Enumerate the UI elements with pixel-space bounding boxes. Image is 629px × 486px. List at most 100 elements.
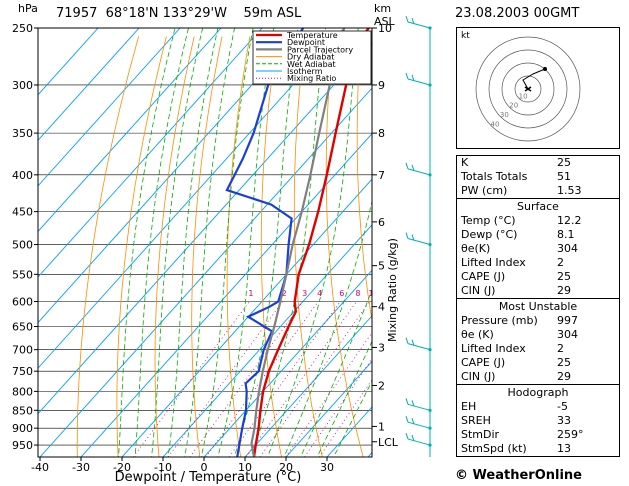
profile-point bbox=[287, 325, 290, 328]
profile-point bbox=[309, 174, 312, 176]
km-tick-label: 9 bbox=[378, 79, 385, 92]
km-tick-label: 6 bbox=[378, 216, 385, 229]
table-row: StmSpd (kt) 13 bbox=[457, 442, 619, 456]
wind-barb bbox=[407, 421, 431, 429]
row-value: 12.2 bbox=[557, 214, 582, 227]
mixing-ratio-label: 4 bbox=[317, 289, 322, 298]
profile-point bbox=[318, 132, 320, 134]
profile-point bbox=[259, 409, 262, 412]
temp-tick-label: 0 bbox=[201, 461, 208, 474]
wind-barb-dot bbox=[428, 26, 432, 30]
row-value: 25 bbox=[557, 156, 571, 169]
row-label: CIN (J) bbox=[461, 284, 496, 297]
table-row: PW (cm) 1.53 bbox=[457, 184, 619, 198]
row-label: Lifted Index bbox=[461, 342, 526, 355]
profile-point bbox=[293, 300, 296, 303]
wind-barb-flag bbox=[411, 400, 415, 407]
profile-point bbox=[285, 273, 288, 276]
table-row: StmDir 259° bbox=[457, 428, 619, 442]
km-tick-label: LCL bbox=[378, 436, 399, 449]
mixing-ratio-label: 8 bbox=[355, 289, 360, 298]
hodograph-ring bbox=[501, 62, 555, 116]
profile-point bbox=[250, 442, 253, 445]
row-label: Dewp (°C) bbox=[461, 228, 518, 241]
mixing-ratio-label: 3 bbox=[302, 289, 307, 298]
row-label: Totals Totals bbox=[461, 170, 528, 183]
temp-tick-label: 20 bbox=[279, 461, 293, 474]
table-row: Totals Totals 51 bbox=[457, 170, 619, 184]
row-label: θe(K) bbox=[461, 242, 491, 255]
isotherm-line bbox=[38, 28, 181, 187]
hodograph-table-title: Hodograph bbox=[457, 384, 619, 400]
wind-barb-flag bbox=[405, 232, 409, 239]
profile-point bbox=[261, 370, 264, 373]
table-row: Lifted Index 2 bbox=[457, 342, 619, 356]
storm-motion-marker bbox=[524, 86, 532, 92]
profile-point bbox=[345, 84, 347, 86]
table-row: CIN (J) 29 bbox=[457, 284, 619, 298]
table-row: Dewp (°C) 8.1 bbox=[457, 228, 619, 242]
row-value: 259° bbox=[557, 428, 584, 441]
profile-point bbox=[254, 444, 257, 446]
km-tick-label: 2 bbox=[378, 379, 385, 392]
wind-barb-flag bbox=[405, 416, 409, 423]
row-label: CAPE (J) bbox=[461, 356, 506, 369]
profile-point bbox=[226, 189, 228, 191]
dry-adiabat bbox=[260, 36, 282, 457]
isotherm-line bbox=[285, 360, 372, 457]
profile-point bbox=[257, 427, 260, 429]
wind-barb-dot bbox=[428, 173, 432, 177]
profile-point bbox=[294, 310, 297, 313]
legend-label: Dewpoint bbox=[287, 38, 325, 47]
mixing-ratio-axis-label: Mixing Ratio (g/kg) bbox=[386, 238, 399, 342]
table-row: θe (K) 304 bbox=[457, 328, 619, 342]
row-value: 13 bbox=[557, 442, 571, 455]
wind-barb bbox=[407, 238, 431, 246]
watermark: © WeatherOnline bbox=[455, 468, 582, 483]
pressure-tick-label: 350 bbox=[12, 127, 33, 140]
pressure-tick-label: 900 bbox=[12, 422, 33, 435]
indices-block: K 25 Totals Totals 51 PW (cm) 1.53 bbox=[457, 156, 619, 198]
profile-point bbox=[308, 243, 310, 246]
isotherm-line bbox=[38, 41, 372, 415]
row-label: StmSpd (kt) bbox=[461, 442, 527, 455]
isotherm-line bbox=[38, 28, 263, 278]
dry-adiabat bbox=[191, 36, 223, 457]
pressure-tick-label: 300 bbox=[12, 79, 33, 92]
mixing-ratio-line bbox=[189, 301, 304, 457]
wet-adiabat bbox=[151, 28, 204, 457]
wet-adiabat bbox=[200, 28, 254, 457]
row-label: EH bbox=[461, 400, 477, 413]
hodograph-block: EH -5 SREH 33 StmDir 259° StmSpd (kt) 13 bbox=[457, 400, 619, 456]
km-unit-label: km bbox=[374, 2, 391, 15]
dry-adiabat bbox=[226, 36, 251, 457]
table-row: Temp (°C) 12.2 bbox=[457, 214, 619, 228]
mixing-ratio-label: 1 bbox=[248, 289, 253, 298]
wind-barb bbox=[407, 168, 431, 176]
isotherm-line bbox=[244, 315, 372, 457]
wind-barb-flag bbox=[405, 15, 409, 23]
surface-block: Temp (°C) 12.2 Dewp (°C) 8.1 θe(K) 304 Lifted … bbox=[457, 214, 619, 298]
wind-barb-flag bbox=[411, 234, 415, 241]
profile-temperature bbox=[252, 28, 370, 457]
temp-tick-label: -40 bbox=[31, 461, 49, 474]
row-value: 29 bbox=[557, 284, 571, 297]
profile-point bbox=[290, 217, 293, 220]
dry-adiabat bbox=[154, 36, 195, 457]
wind-barb bbox=[407, 78, 431, 86]
plot-area: 1 2 3 4 6 8 10 15 20 25 bbox=[38, 28, 434, 457]
plot-frame bbox=[37, 27, 373, 458]
mixing-ratio-label: 25 bbox=[424, 289, 434, 298]
most-unstable-block: Pressure (mb) 997 θe (K) 304 Lifted Index 2 CA… bbox=[457, 314, 619, 384]
isotherm-line bbox=[38, 28, 304, 324]
isotherm-line bbox=[121, 178, 372, 457]
wind-barb-dot bbox=[428, 408, 432, 412]
profile-point bbox=[297, 273, 300, 276]
station-elevation: 59m ASL bbox=[243, 6, 302, 21]
wet-adiabat bbox=[118, 28, 176, 457]
row-value: 997 bbox=[557, 314, 578, 327]
row-label: Lifted Index bbox=[461, 256, 526, 269]
wind-barb-flag bbox=[411, 434, 415, 442]
